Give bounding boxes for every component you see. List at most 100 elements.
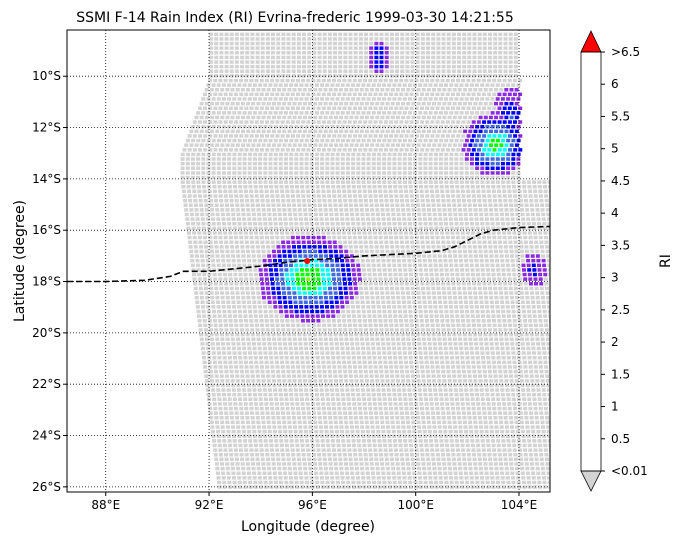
swath-pixel: [392, 171, 397, 175]
swath-pixel: [263, 226, 268, 231]
swath-pixel: [207, 231, 212, 235]
swath-pixel: [249, 189, 254, 194]
swath-pixel: [403, 231, 408, 235]
swath-pixel: [294, 171, 299, 175]
swath-pixel: [499, 88, 504, 92]
swath-pixel: [509, 208, 514, 212]
swath-pixel: [280, 319, 285, 323]
swath-pixel: [361, 309, 366, 314]
swath-pixel: [541, 388, 546, 392]
swath-pixel: [513, 194, 518, 198]
swath-pixel: [444, 185, 449, 189]
swath-pixel: [356, 309, 361, 314]
swath-pixel: [458, 300, 463, 304]
swath-pixel: [528, 319, 533, 323]
swath-pixel: [276, 69, 281, 73]
swath-pixel: [211, 305, 216, 309]
swath-pixel: [458, 258, 463, 263]
swath-pixel: [258, 83, 263, 87]
swath-pixel: [356, 161, 361, 166]
swath-pixel: [463, 88, 467, 92]
swath-pixel: [513, 32, 518, 37]
swath-pixel: [193, 240, 198, 244]
swath-pixel: [296, 55, 301, 60]
swath-pixel: [201, 309, 206, 314]
swath-pixel: [302, 60, 306, 64]
swath-pixel: [486, 185, 491, 189]
swath-pixel: [393, 402, 398, 406]
swath-pixel: [258, 222, 263, 226]
swath-pixel: [344, 379, 349, 383]
swath-pixel: [441, 37, 446, 41]
swath-pixel: [423, 161, 428, 166]
swath-pixel: [216, 171, 221, 175]
swath-pixel: [524, 369, 528, 374]
swath-pixel: [414, 235, 419, 240]
swath-pixel: [329, 383, 334, 388]
swath-pixel: [279, 356, 284, 360]
swath-pixel: [332, 120, 337, 124]
swath-pixel: [470, 180, 475, 184]
swath-pixel: [437, 115, 442, 120]
swath-pixel: [211, 161, 216, 166]
swath-pixel: [368, 282, 373, 286]
swath-pixel: [377, 180, 382, 184]
swath-pixel: [448, 254, 452, 258]
swath-pixel: [352, 406, 357, 411]
swath-pixel: [372, 402, 377, 406]
swath-pixel: [343, 245, 348, 249]
swath-pixel: [472, 369, 477, 374]
swath-pixel: [431, 51, 436, 55]
swath-pixel: [406, 143, 411, 147]
swath-pixel: [429, 268, 434, 272]
swath-pixel: [193, 286, 198, 291]
swath-pixel: [261, 101, 266, 106]
swath-pixel: [265, 194, 270, 198]
swath-pixel: [545, 203, 550, 207]
swath-pixel: [480, 351, 485, 355]
swath-pixel: [303, 337, 308, 341]
swath-pixel: [354, 337, 359, 341]
swath-pixel: [356, 222, 361, 226]
swath-pixel: [315, 351, 320, 355]
swath-pixel: [328, 143, 333, 147]
swath-pixel: [315, 157, 319, 161]
swath-pixel: [308, 337, 313, 341]
swath-pixel: [518, 198, 523, 203]
swath-pixel: [403, 309, 408, 314]
swath-pixel: [506, 268, 511, 272]
swath-pixel: [220, 143, 225, 147]
swath-pixel: [284, 125, 288, 129]
swath-pixel: [447, 379, 452, 383]
swath-pixel: [409, 402, 414, 406]
swath-pixel: [466, 106, 471, 110]
swath-pixel: [365, 337, 370, 341]
swath-pixel: [526, 388, 531, 392]
swath-pixel: [358, 74, 363, 78]
swath-pixel: [402, 125, 407, 129]
swath-pixel: [313, 88, 318, 92]
swath-pixel: [472, 32, 477, 37]
swath-pixel: [433, 300, 437, 304]
swath-pixel: [494, 337, 499, 341]
swath-pixel: [524, 286, 529, 291]
swath-pixel: [537, 392, 542, 397]
swath-pixel: [295, 231, 300, 235]
swath-pixel: [402, 388, 407, 392]
swath-pixel: [386, 254, 391, 258]
swath-pixel: [411, 115, 416, 120]
swath-pixel: [364, 46, 368, 50]
swath-pixel: [200, 346, 205, 351]
swath-pixel: [540, 208, 545, 212]
swath-pixel: [377, 314, 382, 318]
swath-pixel: [282, 129, 287, 134]
swath-pixel: [325, 83, 330, 87]
swath-pixel: [534, 374, 539, 378]
swath-pixel: [439, 268, 444, 272]
swath-pixel: [235, 249, 240, 254]
swath-pixel: [251, 88, 256, 92]
swath-pixel: [244, 411, 249, 415]
swath-pixel: [214, 69, 219, 73]
swath-pixel: [351, 222, 356, 226]
swath-pixel: [392, 83, 397, 87]
